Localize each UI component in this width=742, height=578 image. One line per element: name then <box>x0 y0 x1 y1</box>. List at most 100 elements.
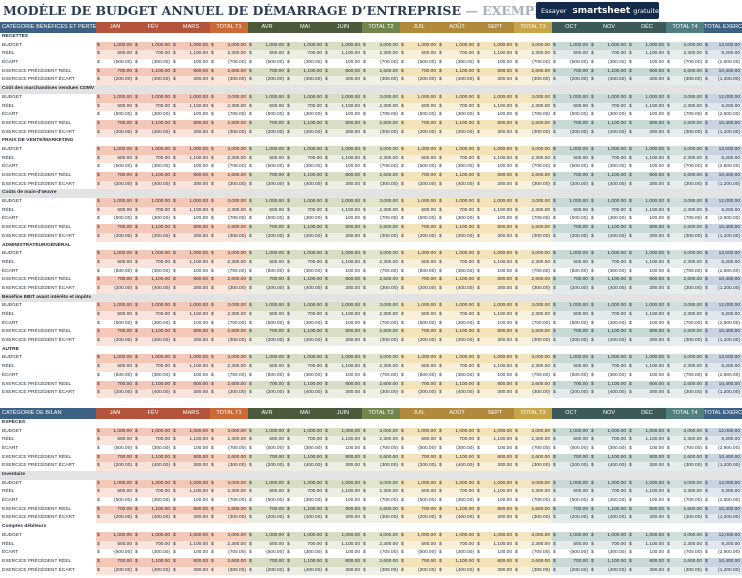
value-cell[interactable]: 800.00 <box>324 557 362 567</box>
value-cell[interactable]: 700.00 <box>134 206 172 216</box>
value-cell[interactable]: 700.00 <box>552 453 590 463</box>
value-cell[interactable]: 800.00 <box>172 557 210 567</box>
value-cell[interactable]: 2,600.00 <box>666 67 704 77</box>
value-cell[interactable]: 700.00 <box>96 172 134 181</box>
value-cell[interactable]: 700.00 <box>134 154 172 164</box>
value-cell[interactable]: 700.00 <box>438 206 476 216</box>
value-cell[interactable]: 300.00 <box>476 180 514 190</box>
value-cell[interactable]: 800.00 <box>172 276 210 285</box>
value-cell[interactable]: 1,000.00 <box>134 302 172 311</box>
value-cell[interactable]: 3,000.00 <box>666 250 704 259</box>
value-cell[interactable]: 700.00 <box>590 436 628 445</box>
value-cell[interactable]: 700.00 <box>248 557 286 567</box>
value-cell[interactable]: 9,200.00 <box>704 258 742 268</box>
value-cell[interactable]: 1,100.00 <box>172 50 210 60</box>
value-cell[interactable]: 100.00 <box>324 59 362 68</box>
value-cell[interactable]: 1,100.00 <box>324 102 362 112</box>
value-cell[interactable]: (400.00) <box>134 284 172 294</box>
value-cell[interactable]: 500.00 <box>96 488 134 498</box>
value-cell[interactable]: 1,000.00 <box>438 427 476 437</box>
value-cell[interactable]: 12,000.00 <box>704 250 742 259</box>
value-cell[interactable]: 300.00 <box>324 462 362 471</box>
value-cell[interactable]: (1,200.00) <box>704 566 742 576</box>
value-cell[interactable]: 500.00 <box>96 540 134 550</box>
value-cell[interactable]: 100.00 <box>476 319 514 329</box>
value-cell[interactable]: (700.00) <box>514 267 552 277</box>
value-cell[interactable]: 100.00 <box>476 444 514 454</box>
value-cell[interactable]: 700.00 <box>400 276 438 285</box>
value-cell[interactable]: (400.00) <box>438 284 476 294</box>
value-cell[interactable]: (400.00) <box>590 76 628 86</box>
value-cell[interactable]: 100.00 <box>324 497 362 506</box>
value-cell[interactable]: 2,600.00 <box>666 328 704 338</box>
value-cell[interactable]: 2,600.00 <box>210 119 248 129</box>
value-cell[interactable]: 700.00 <box>400 328 438 338</box>
value-cell[interactable]: (300.00) <box>286 59 324 68</box>
value-cell[interactable]: 100.00 <box>476 267 514 277</box>
value-cell[interactable]: (700.00) <box>666 319 704 329</box>
value-cell[interactable]: 3,000.00 <box>210 427 248 437</box>
value-cell[interactable]: 1,100.00 <box>286 172 324 181</box>
value-cell[interactable]: (500.00) <box>400 497 438 506</box>
value-cell[interactable]: (400.00) <box>590 180 628 190</box>
value-cell[interactable]: 300.00 <box>476 128 514 138</box>
value-cell[interactable]: (300.00) <box>666 76 704 86</box>
value-cell[interactable]: (200.00) <box>248 462 286 471</box>
value-cell[interactable]: 300.00 <box>628 566 666 576</box>
value-cell[interactable]: 2,300.00 <box>514 311 552 320</box>
value-cell[interactable]: 1,000.00 <box>476 479 514 489</box>
value-cell[interactable]: 2,600.00 <box>514 224 552 233</box>
value-cell[interactable]: (500.00) <box>552 497 590 506</box>
value-cell[interactable]: 700.00 <box>96 505 134 515</box>
value-cell[interactable]: (500.00) <box>400 163 438 172</box>
value-cell[interactable]: 1,000.00 <box>286 145 324 155</box>
value-cell[interactable]: 700.00 <box>552 328 590 338</box>
value-cell[interactable]: 1,000.00 <box>248 354 286 364</box>
value-cell[interactable]: 3,000.00 <box>362 479 400 489</box>
value-cell[interactable]: 2,600.00 <box>514 557 552 567</box>
value-cell[interactable]: 1,000.00 <box>286 302 324 311</box>
value-cell[interactable]: (500.00) <box>96 319 134 329</box>
value-cell[interactable]: (2,800.00) <box>704 111 742 120</box>
value-cell[interactable]: (200.00) <box>248 232 286 242</box>
value-cell[interactable]: (500.00) <box>96 215 134 225</box>
value-cell[interactable]: 300.00 <box>172 284 210 294</box>
value-cell[interactable]: 1,100.00 <box>438 119 476 129</box>
value-cell[interactable]: 700.00 <box>286 154 324 164</box>
value-cell[interactable]: (700.00) <box>514 549 552 558</box>
value-cell[interactable]: 1,000.00 <box>324 41 362 51</box>
value-cell[interactable]: (500.00) <box>248 549 286 558</box>
value-cell[interactable]: (400.00) <box>590 566 628 576</box>
value-cell[interactable]: 700.00 <box>400 172 438 181</box>
value-cell[interactable]: (300.00) <box>590 371 628 381</box>
value-cell[interactable]: (300.00) <box>514 76 552 86</box>
value-cell[interactable]: (400.00) <box>286 180 324 190</box>
value-cell[interactable]: 800.00 <box>172 453 210 463</box>
value-cell[interactable]: (500.00) <box>248 444 286 454</box>
value-cell[interactable]: 1,100.00 <box>476 488 514 498</box>
value-cell[interactable]: 1,000.00 <box>400 41 438 51</box>
value-cell[interactable]: 1,100.00 <box>134 119 172 129</box>
value-cell[interactable]: 800.00 <box>172 172 210 181</box>
value-cell[interactable]: (1,200.00) <box>704 180 742 190</box>
value-cell[interactable]: 800.00 <box>628 224 666 233</box>
value-cell[interactable]: 800.00 <box>324 224 362 233</box>
value-cell[interactable]: 2,300.00 <box>362 154 400 164</box>
value-cell[interactable]: (300.00) <box>362 389 400 398</box>
value-cell[interactable]: (500.00) <box>400 111 438 120</box>
value-cell[interactable]: 3,000.00 <box>210 531 248 541</box>
value-cell[interactable]: (500.00) <box>248 59 286 68</box>
value-cell[interactable]: 700.00 <box>590 363 628 372</box>
value-cell[interactable]: 1,000.00 <box>248 250 286 259</box>
value-cell[interactable]: 3,000.00 <box>514 427 552 437</box>
value-cell[interactable]: 500.00 <box>552 363 590 372</box>
value-cell[interactable]: (300.00) <box>590 319 628 329</box>
value-cell[interactable]: (1,200.00) <box>704 389 742 398</box>
value-cell[interactable]: (2,800.00) <box>704 497 742 506</box>
value-cell[interactable]: (300.00) <box>438 319 476 329</box>
value-cell[interactable]: (700.00) <box>514 215 552 225</box>
value-cell[interactable]: 2,600.00 <box>666 276 704 285</box>
value-cell[interactable]: 100.00 <box>172 215 210 225</box>
value-cell[interactable]: 1,000.00 <box>248 93 286 103</box>
value-cell[interactable]: 800.00 <box>628 505 666 515</box>
